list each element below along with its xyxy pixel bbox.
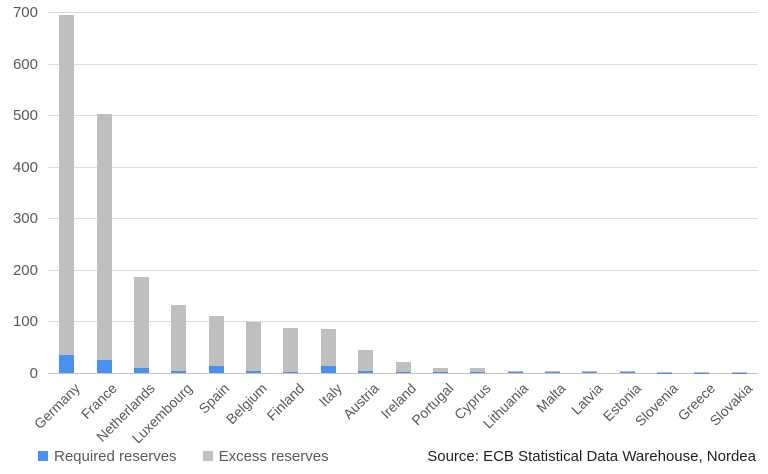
x-axis-label-malta: Malta [533,380,569,416]
bar-segment-excess-reserves [395,361,411,372]
excess-reserves-swatch-icon [202,451,213,461]
y-tick-label-0: 0 [29,365,38,382]
bar-segment-required-reserves [59,354,75,373]
bar-ireland [395,361,411,373]
bar-segment-excess-reserves [544,371,560,373]
bar-estonia [619,370,635,373]
y-tick-label-400: 400 [12,158,38,176]
bar-segment-excess-reserves [507,370,523,373]
gridline-100 [48,321,758,323]
gridline-200 [48,269,758,271]
bar-greece [694,371,710,373]
gridline-700 [48,12,758,13]
bar-netherlands [133,277,149,373]
bar-slovakia [731,371,747,373]
bar-segment-excess-reserves [657,371,673,373]
bar-belgium [246,322,262,373]
bar-segment-required-reserves [208,366,224,373]
bar-segment-excess-reserves [470,367,486,373]
bar-segment-excess-reserves [283,327,299,373]
bar-finland [283,327,299,373]
bar-segment-required-reserves [544,372,560,373]
bar-italy [320,329,336,373]
legend-item-excess-reserves: Excess reserves [202,447,329,465]
bar-segment-required-reserves [320,365,336,373]
bar-latvia [582,371,598,373]
gridline-600 [48,63,758,65]
x-axis-label-finland: Finland [263,380,308,424]
y-tick-label-300: 300 [12,210,38,228]
y-tick-label-500: 500 [12,107,38,125]
bar-segment-excess-reserves [619,370,635,373]
x-axis-label-austria: Austria [339,380,382,423]
gridline-500 [48,115,758,117]
bar-slovenia [657,371,673,373]
bar-segment-required-reserves [283,372,299,373]
bar-segment-required-reserves [619,372,635,373]
bar-segment-required-reserves [133,367,149,373]
bar-segment-excess-reserves [432,368,448,373]
chart-footer: Required reserves Excess reserves Source… [0,443,768,469]
y-tick-label-600: 600 [12,55,38,73]
y-tick-label-700: 700 [12,4,38,21]
bar-germany [59,14,75,373]
bar-luxembourg [171,305,187,373]
bar-segment-excess-reserves [694,371,710,373]
bar-segment-required-reserves [246,370,262,373]
bar-lithuania [507,370,523,373]
bar-malta [544,371,560,373]
bar-france [96,114,112,373]
bar-segment-excess-reserves [582,371,598,373]
legend-label-excess-reserves: Excess reserves [218,447,329,465]
bar-segment-excess-reserves [731,371,747,373]
bar-segment-required-reserves [395,371,411,373]
required-reserves-swatch-icon [38,451,48,461]
bar-segment-excess-reserves [96,114,112,361]
plot-area [48,12,758,374]
x-axis-label-germany: Germany [30,380,84,433]
legend: Required reserves Excess reserves [38,448,329,465]
y-tick-label-100: 100 [12,313,38,331]
bar-segment-excess-reserves [133,277,149,368]
source-text: Source: ECB Statistical Data Warehouse, … [427,447,756,465]
bar-portugal [432,368,448,373]
legend-item-required-reserves: Required reserves [38,448,177,465]
bar-segment-required-reserves [470,372,486,373]
bar-segment-required-reserves [432,372,448,373]
bar-segment-required-reserves [582,372,598,373]
x-axis-label-belgium: Belgium [222,380,270,428]
bar-austria [358,349,374,373]
bar-segment-excess-reserves [358,349,374,372]
gridline-400 [48,166,758,168]
bar-segment-excess-reserves [320,329,336,366]
bar-segment-excess-reserves [208,316,224,367]
y-tick-label-200: 200 [12,261,38,279]
bar-segment-required-reserves [171,370,187,373]
bar-segment-required-reserves [96,360,112,373]
legend-label-required-reserves: Required reserves [54,447,177,465]
gridline-300 [48,218,758,220]
bar-cyprus [470,367,486,373]
bar-segment-required-reserves [358,371,374,373]
x-axis-label-italy: Italy [315,380,345,410]
bar-segment-excess-reserves [246,322,262,371]
bar-segment-excess-reserves [171,305,187,371]
bar-segment-required-reserves [507,372,523,373]
bar-segment-excess-reserves [59,14,75,355]
gridline-0 [48,373,758,374]
bar-spain [208,316,224,373]
